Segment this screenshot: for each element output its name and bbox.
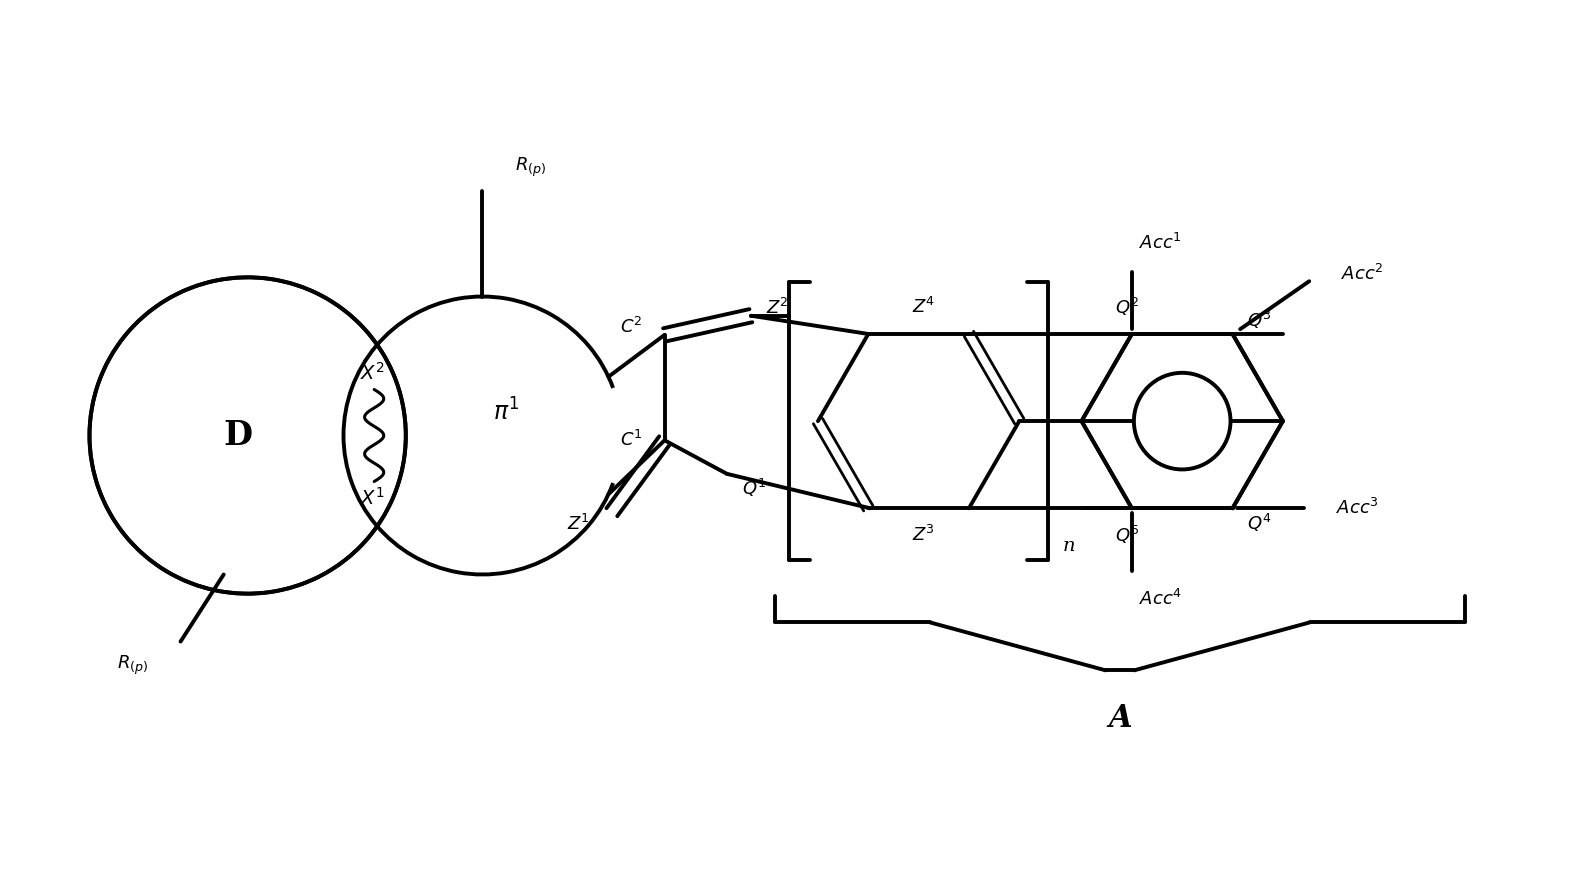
Text: $Z^3$: $Z^3$	[912, 525, 935, 545]
Text: $Acc^3$: $Acc^3$	[1336, 498, 1378, 518]
Text: $Acc^4$: $Acc^4$	[1139, 590, 1181, 610]
Text: $Acc^1$: $Acc^1$	[1139, 233, 1181, 253]
Text: $Z^4$: $Z^4$	[912, 297, 935, 317]
Text: n: n	[1062, 537, 1075, 555]
Text: $X^2$: $X^2$	[360, 362, 384, 384]
Text: $Z^2$: $Z^2$	[767, 298, 789, 318]
Text: D: D	[224, 419, 252, 452]
Text: $Q^5$: $Q^5$	[1115, 524, 1139, 546]
Text: $X^1$: $X^1$	[360, 487, 384, 509]
Text: $\mathit{R}_{(p)}$: $\mathit{R}_{(p)}$	[515, 156, 546, 179]
Text: $Q^4$: $Q^4$	[1247, 511, 1272, 534]
Text: A: A	[1108, 703, 1132, 733]
Text: $Q^1$: $Q^1$	[742, 477, 765, 499]
Text: $Q^2$: $Q^2$	[1115, 296, 1139, 318]
Text: $C^2$: $C^2$	[619, 317, 642, 337]
Text: $Acc^2$: $Acc^2$	[1340, 264, 1383, 284]
Text: $Q^3$: $Q^3$	[1247, 308, 1272, 331]
Text: $Z^1$: $Z^1$	[567, 514, 589, 534]
Text: $\mathit{R}_{(p)}$: $\mathit{R}_{(p)}$	[118, 654, 148, 677]
Text: $\pi^1$: $\pi^1$	[494, 398, 519, 425]
Text: $C^1$: $C^1$	[619, 430, 643, 450]
